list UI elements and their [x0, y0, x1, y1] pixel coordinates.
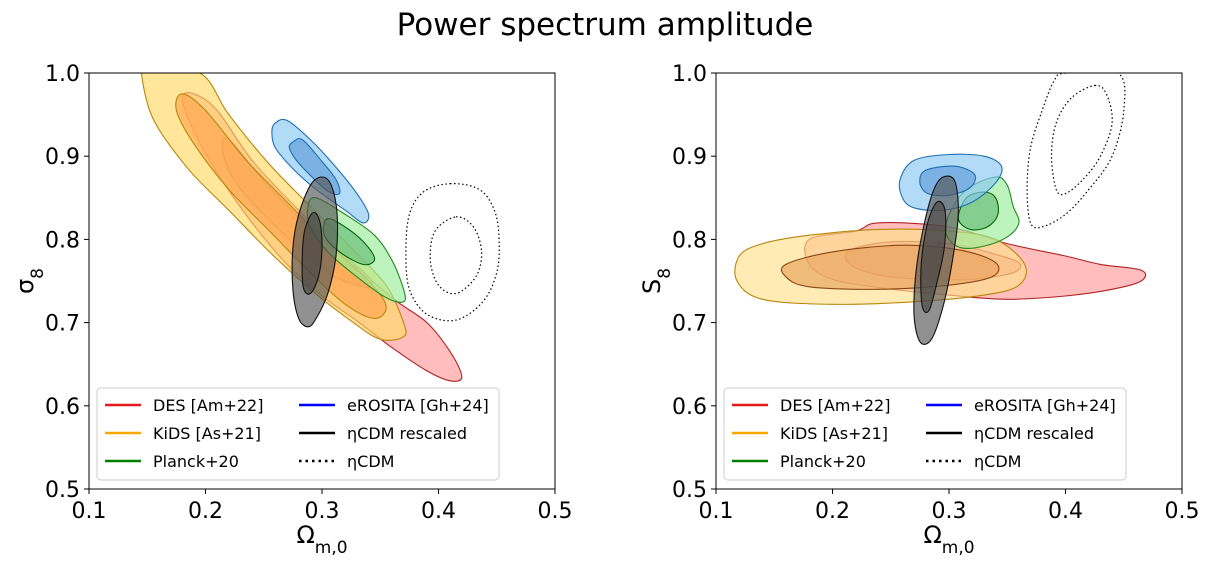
- x-tick-label: 0.5: [538, 499, 573, 524]
- y-tick-label: 0.9: [45, 145, 80, 170]
- contours: [140, 73, 500, 382]
- x-tick-label: 0.4: [1048, 499, 1083, 524]
- y-tick-label: 0.8: [45, 228, 80, 253]
- x-tick-label: 0.5: [1165, 499, 1200, 524]
- legend-label-kids: KiDS [As+21]: [780, 424, 888, 443]
- x-tick-label: 0.3: [305, 499, 340, 524]
- x-tick-label: 0.1: [699, 499, 734, 524]
- x-tick-label: 0.1: [72, 499, 107, 524]
- x-tick-label: 0.4: [421, 499, 456, 524]
- contour-eta-inner: [429, 216, 483, 295]
- y-tick-label: 0.9: [672, 145, 707, 170]
- contour-eta_resc-inner: [920, 200, 947, 313]
- x-tick-label: 0.3: [932, 499, 967, 524]
- y-tick-label: 1.0: [672, 62, 707, 87]
- legend: DES [Am+22] KiDS [As+21] Planck+20 eROSITA …: [96, 387, 500, 481]
- y-tick-label: 1.0: [45, 62, 80, 87]
- y-tick-label: 0.8: [672, 228, 707, 253]
- contour-eta-outer: [1026, 73, 1126, 229]
- legend-label-planck: Planck+20: [153, 452, 239, 471]
- legend: DES [Am+22] KiDS [As+21] Planck+20 eROSITA …: [723, 387, 1127, 481]
- legend-box: [96, 387, 500, 481]
- legend-box: [723, 387, 1127, 481]
- x-axis-label: Ωm,0: [923, 521, 974, 558]
- legend-label-des: DES [Am+22]: [153, 396, 263, 415]
- legend-label-eta: ηCDM: [974, 452, 1021, 471]
- panel-sigma8: 0.1 0.2 0.3 0.4 0.5 0.5 0.6 0.7 0.8 0.9 1.0 Ωm,0 σ8 D…: [11, 62, 573, 558]
- y-tick-label: 0.6: [672, 395, 707, 420]
- x-axis-label: Ωm,0: [296, 521, 347, 558]
- y-axis-label: S8: [638, 268, 675, 294]
- y-tick-label: 0.7: [45, 312, 80, 337]
- contour-eta_resc-inner: [301, 211, 323, 295]
- figure-title: Power spectrum amplitude: [397, 7, 814, 43]
- x-tick-label: 0.2: [188, 499, 223, 524]
- y-tick-label: 0.6: [45, 395, 80, 420]
- legend-label-eta: ηCDM: [347, 452, 394, 471]
- contours: [734, 73, 1147, 345]
- y-tick-label: 0.5: [672, 478, 707, 503]
- y-tick-label: 0.7: [672, 312, 707, 337]
- contour-eta-outer: [405, 183, 500, 322]
- y-axis-label: σ8: [11, 268, 48, 294]
- legend-label-kids: KiDS [As+21]: [153, 424, 261, 443]
- y-tick-label: 0.5: [45, 478, 80, 503]
- contour-eta-inner: [1050, 84, 1113, 196]
- legend-label-des: DES [Am+22]: [780, 396, 890, 415]
- legend-label-eta_resc: ηCDM rescaled: [347, 424, 467, 443]
- legend-label-erosita: eROSITA [Gh+24]: [347, 396, 489, 415]
- legend-label-erosita: eROSITA [Gh+24]: [974, 396, 1116, 415]
- legend-label-eta_resc: ηCDM rescaled: [974, 424, 1094, 443]
- legend-label-planck: Planck+20: [780, 452, 866, 471]
- panel-S8: 0.1 0.2 0.3 0.4 0.5 0.5 0.6 0.7 0.8 0.9 1.0 Ωm,0 S8 D…: [638, 62, 1200, 558]
- x-tick-label: 0.2: [815, 499, 850, 524]
